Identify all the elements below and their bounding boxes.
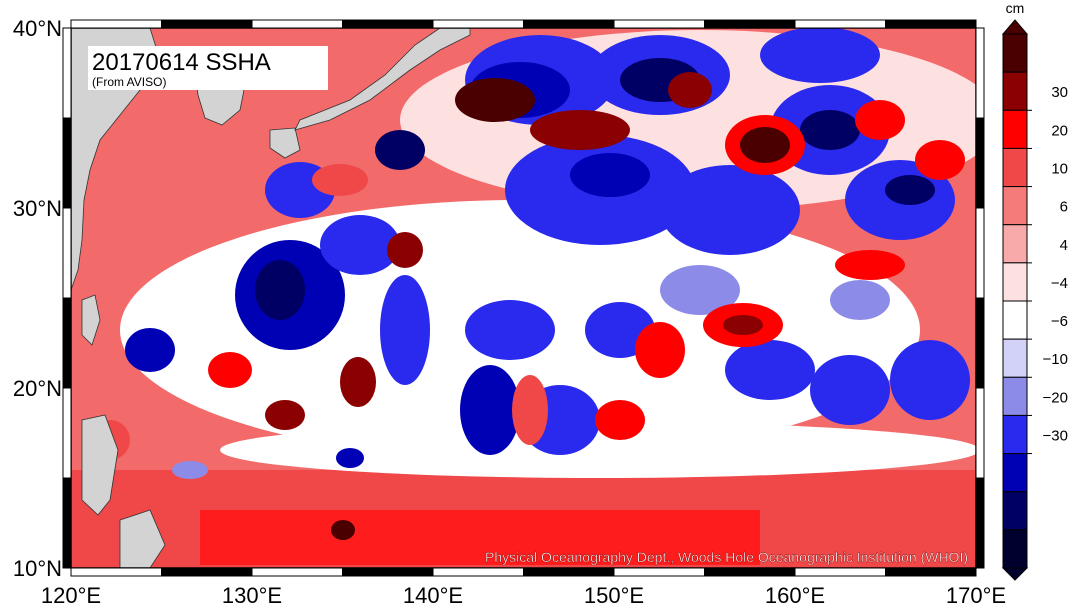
longitude-label: 140°E — [403, 583, 463, 606]
frame-tick-segment — [161, 567, 253, 577]
colorbar-tick-label: 30 — [1051, 84, 1068, 101]
latitude-label: 40°N — [13, 16, 62, 41]
frame-tick-segment — [342, 567, 434, 577]
colorbar-band — [1002, 186, 1028, 226]
luzon — [81, 414, 119, 516]
colorbar-band — [1002, 71, 1028, 111]
map-frame — [62, 19, 985, 577]
colorbar-band — [1002, 491, 1028, 531]
colorbar-unit: cm — [1006, 0, 1025, 16]
colorbar-bands — [1001, 19, 1029, 581]
colorbar-tick-label: −30 — [1043, 428, 1068, 445]
frame-tick-segment — [62, 477, 72, 569]
colorbar-tick-label: 20 — [1051, 122, 1068, 139]
longitude-label: 160°E — [765, 583, 825, 606]
frame-tick-segment — [975, 27, 985, 119]
latitude-label: 10°N — [13, 556, 62, 581]
southern-strong-band — [200, 510, 760, 565]
colorbar-tick-labels: 30 20 10 6 4 −4 −6 −10 −20 −30 — [1027, 84, 1068, 455]
frame-tick-segment — [794, 567, 886, 577]
taiwan — [81, 294, 101, 346]
frame-tick-segment — [613, 19, 705, 29]
latitude-labels: 40°N 30°N 20°N 10°N — [13, 16, 62, 581]
colorbar-band — [1002, 147, 1028, 188]
longitude-labels: 120°E 130°E 140°E 150°E 160°E 170°E — [41, 583, 1006, 606]
japan-kyushu — [269, 127, 301, 159]
longitude-label: 130°E — [222, 583, 282, 606]
positive-anomaly-eddies — [90, 72, 965, 540]
colorbar-tick-label: −6 — [1051, 313, 1068, 330]
colorbar-band — [1002, 453, 1028, 493]
frame-tick-segment — [161, 19, 253, 29]
longitude-label: 120°E — [41, 583, 101, 606]
frame-tick-segment — [62, 387, 72, 479]
frame-tick-segment — [70, 567, 162, 577]
frame-tick-segment — [70, 19, 162, 29]
title-box — [88, 46, 328, 90]
frame-tick-segment — [523, 567, 615, 577]
frame-tick-segment — [251, 19, 343, 29]
frame-tick-segment — [342, 19, 434, 29]
frame-tick-segment — [251, 567, 343, 577]
latitude-label: 20°N — [13, 376, 62, 401]
source-note: (From AVISO) — [92, 75, 166, 89]
longitude-label: 150°E — [584, 583, 644, 606]
colorbar-tick-label: −10 — [1043, 351, 1068, 368]
frame-tick-segment — [432, 19, 524, 29]
colorbar-max-arrow — [1001, 19, 1029, 35]
frame-tick-segment — [975, 477, 985, 569]
colorbar-min-arrow — [1001, 567, 1029, 581]
colorbar-band — [1002, 224, 1028, 264]
frame-tick-segment — [523, 19, 615, 29]
map-panel — [71, 28, 976, 568]
frame-ticks-right — [975, 27, 985, 569]
philippines-south — [119, 509, 166, 568]
frame-tick-segment — [885, 567, 977, 577]
longitude-label: 170°E — [946, 583, 1006, 606]
colorbar-band — [1002, 300, 1028, 340]
colorbar-band — [1002, 109, 1028, 149]
colorbar-tick-label: 10 — [1051, 161, 1068, 178]
credit-text: Physical Oceanography Dept., Woods Hole … — [485, 549, 968, 565]
frame-tick-segment — [62, 27, 72, 119]
frame-tick-segment — [704, 19, 796, 29]
colorbar-tick-label: 6 — [1060, 199, 1068, 216]
frame-tick-segment — [613, 567, 705, 577]
frame-ticks-top — [70, 19, 977, 29]
frame-tick-segment — [975, 297, 985, 389]
japan-honshu — [294, 28, 471, 131]
frame-ticks-left — [62, 27, 72, 569]
frame-tick-segment — [975, 387, 985, 479]
colorbar-band — [1002, 262, 1028, 302]
colorbar: cm 30 20 10 6 4 −4 −6 −10 −20 −30 — [1001, 0, 1068, 581]
frame-tick-segment — [62, 297, 72, 389]
frame-tick-segment — [975, 207, 985, 299]
colorbar-tick-label: 4 — [1060, 237, 1068, 254]
colorbar-band — [1002, 414, 1028, 455]
frame-ticks-bottom — [70, 567, 977, 577]
colorbar-tick-label: −20 — [1043, 389, 1068, 406]
frame-tick-segment — [62, 117, 72, 209]
colorbar-band — [1002, 338, 1028, 378]
latitude-label: 30°N — [13, 196, 62, 221]
colorbar-band — [1002, 529, 1028, 569]
frame-tick-segment — [432, 567, 524, 577]
frame-tick-segment — [975, 117, 985, 209]
land-masses — [71, 28, 471, 568]
colorbar-band — [1002, 376, 1028, 416]
frame-tick-segment — [885, 19, 977, 29]
colorbar-tick-label: −4 — [1051, 275, 1068, 292]
frame-tick-segment — [62, 207, 72, 299]
map-title: 20170614 SSHA — [92, 49, 271, 76]
colorbar-band — [1002, 33, 1028, 73]
frame-tick-segment — [704, 567, 796, 577]
frame-tick-segment — [794, 19, 886, 29]
